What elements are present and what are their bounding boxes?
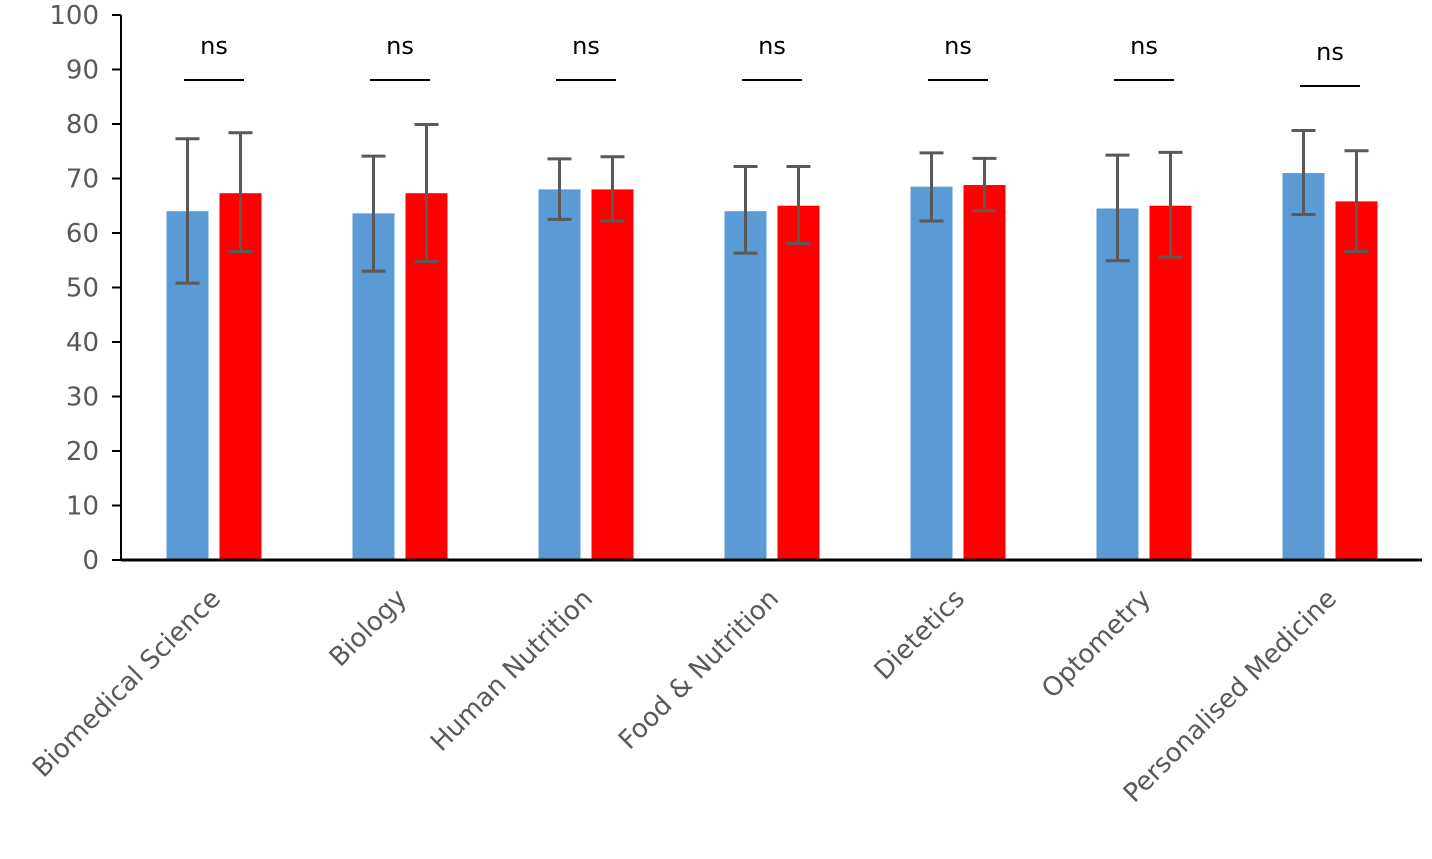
bar: [219, 193, 262, 560]
category-group: ns Human Nutrition: [425, 32, 634, 758]
category-group: ns Biomedical Science: [27, 32, 262, 784]
x-tick-label: Biology: [324, 584, 413, 673]
y-tick-label: 50: [66, 274, 99, 304]
x-tick-label: Biomedical Science: [27, 584, 227, 784]
significance-label: ns: [200, 32, 228, 60]
y-tick-label: 90: [66, 56, 99, 86]
y-tick-label: 60: [66, 219, 99, 249]
significance-label: ns: [572, 32, 600, 60]
x-tick-label: Food & Nutrition: [613, 584, 785, 756]
significance-label: ns: [1130, 32, 1158, 60]
x-tick-label: Dietetics: [869, 584, 971, 686]
significance-label: ns: [758, 32, 786, 60]
significance-label: ns: [386, 32, 414, 60]
y-tick-label: 80: [66, 110, 99, 140]
y-tick-label: 10: [66, 492, 99, 522]
bar: [777, 205, 820, 560]
x-tick-label: Optometry: [1036, 584, 1157, 705]
category-group: ns Dietetics: [869, 32, 1006, 686]
y-tick-label: 0: [82, 546, 99, 576]
x-tick-label: Human Nutrition: [425, 584, 599, 758]
category-group: ns Optometry: [1036, 32, 1192, 705]
y-tick-label: 40: [66, 328, 99, 358]
bar: [1335, 201, 1378, 560]
y-tick-label: 70: [66, 165, 99, 195]
y-tick-label: 30: [66, 383, 99, 413]
bar: [1282, 173, 1325, 561]
category-group: ns Food & Nutrition: [613, 32, 820, 756]
significance-label: ns: [1316, 38, 1344, 66]
bar: [963, 185, 1006, 561]
bar: [1096, 208, 1139, 560]
x-tick-label: Personalised Medicine: [1118, 584, 1343, 809]
bar: [591, 189, 634, 560]
bar: [538, 189, 581, 560]
bar: [1149, 205, 1192, 560]
bar: [724, 211, 767, 560]
category-group: ns Biology: [324, 32, 448, 673]
y-tick-label: 100: [49, 1, 99, 31]
significance-label: ns: [944, 32, 972, 60]
bar: [910, 186, 953, 561]
y-tick-label: 20: [66, 437, 99, 467]
